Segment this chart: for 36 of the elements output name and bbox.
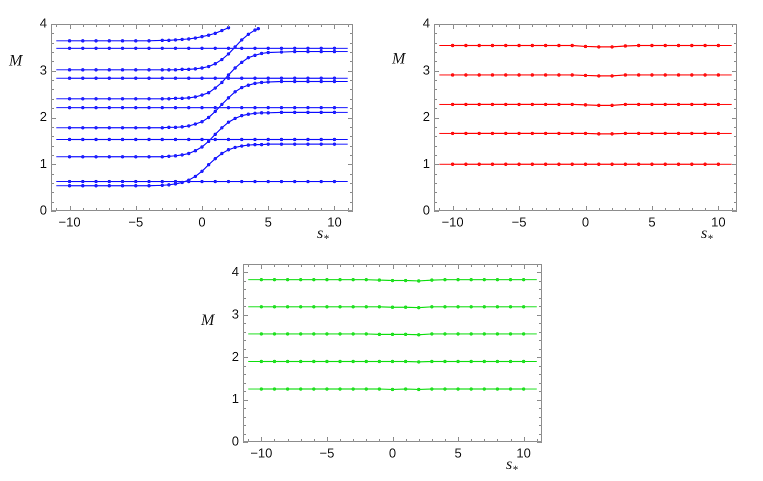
y-tick-label: 3 [40,62,47,78]
x-axis-title: s* [317,225,330,245]
x-tick-label: 5 [264,214,272,230]
x-tick-label: 10 [516,445,531,460]
y-tick-label: 1 [232,391,239,406]
y-tick-label: 3 [232,306,239,322]
x-tick-label: −5 [512,214,526,230]
y-tick-label: 0 [422,202,430,218]
y-axis-title: M [8,52,24,70]
x-axis-title: s* [701,225,714,245]
y-tick-label: 2 [232,348,239,364]
x-tick-label: 0 [198,214,206,230]
x-tick-label: 0 [388,445,396,460]
y-axis-title: M [200,312,216,330]
y-tick-label: 4 [422,16,430,31]
y-tick-label: 0 [40,202,47,218]
y-tick-label: 1 [422,156,430,171]
y-tick-label: 3 [422,62,430,78]
x-tick-label: −10 [442,214,464,230]
x-tick-label: 10 [711,214,726,230]
y-tick-label: 4 [40,16,47,31]
x-tick-label: 10 [327,214,342,230]
x-tick-label: −5 [128,214,144,230]
x-tick-label: −10 [250,445,272,460]
y-tick-label: 4 [232,264,239,280]
x-axis-title: s* [506,456,518,476]
x-tick-label: 5 [454,445,462,460]
x-tick-label: −5 [320,445,334,460]
y-tick-label: 0 [232,434,239,449]
y-tick-label: 1 [40,156,47,171]
y-tick-label: 2 [422,109,430,124]
x-tick-label: 0 [582,214,590,230]
x-tick-label: −10 [58,214,81,230]
x-tick-label: 5 [648,214,656,230]
y-axis-title: M [391,50,407,68]
y-tick-label: 2 [40,109,47,124]
